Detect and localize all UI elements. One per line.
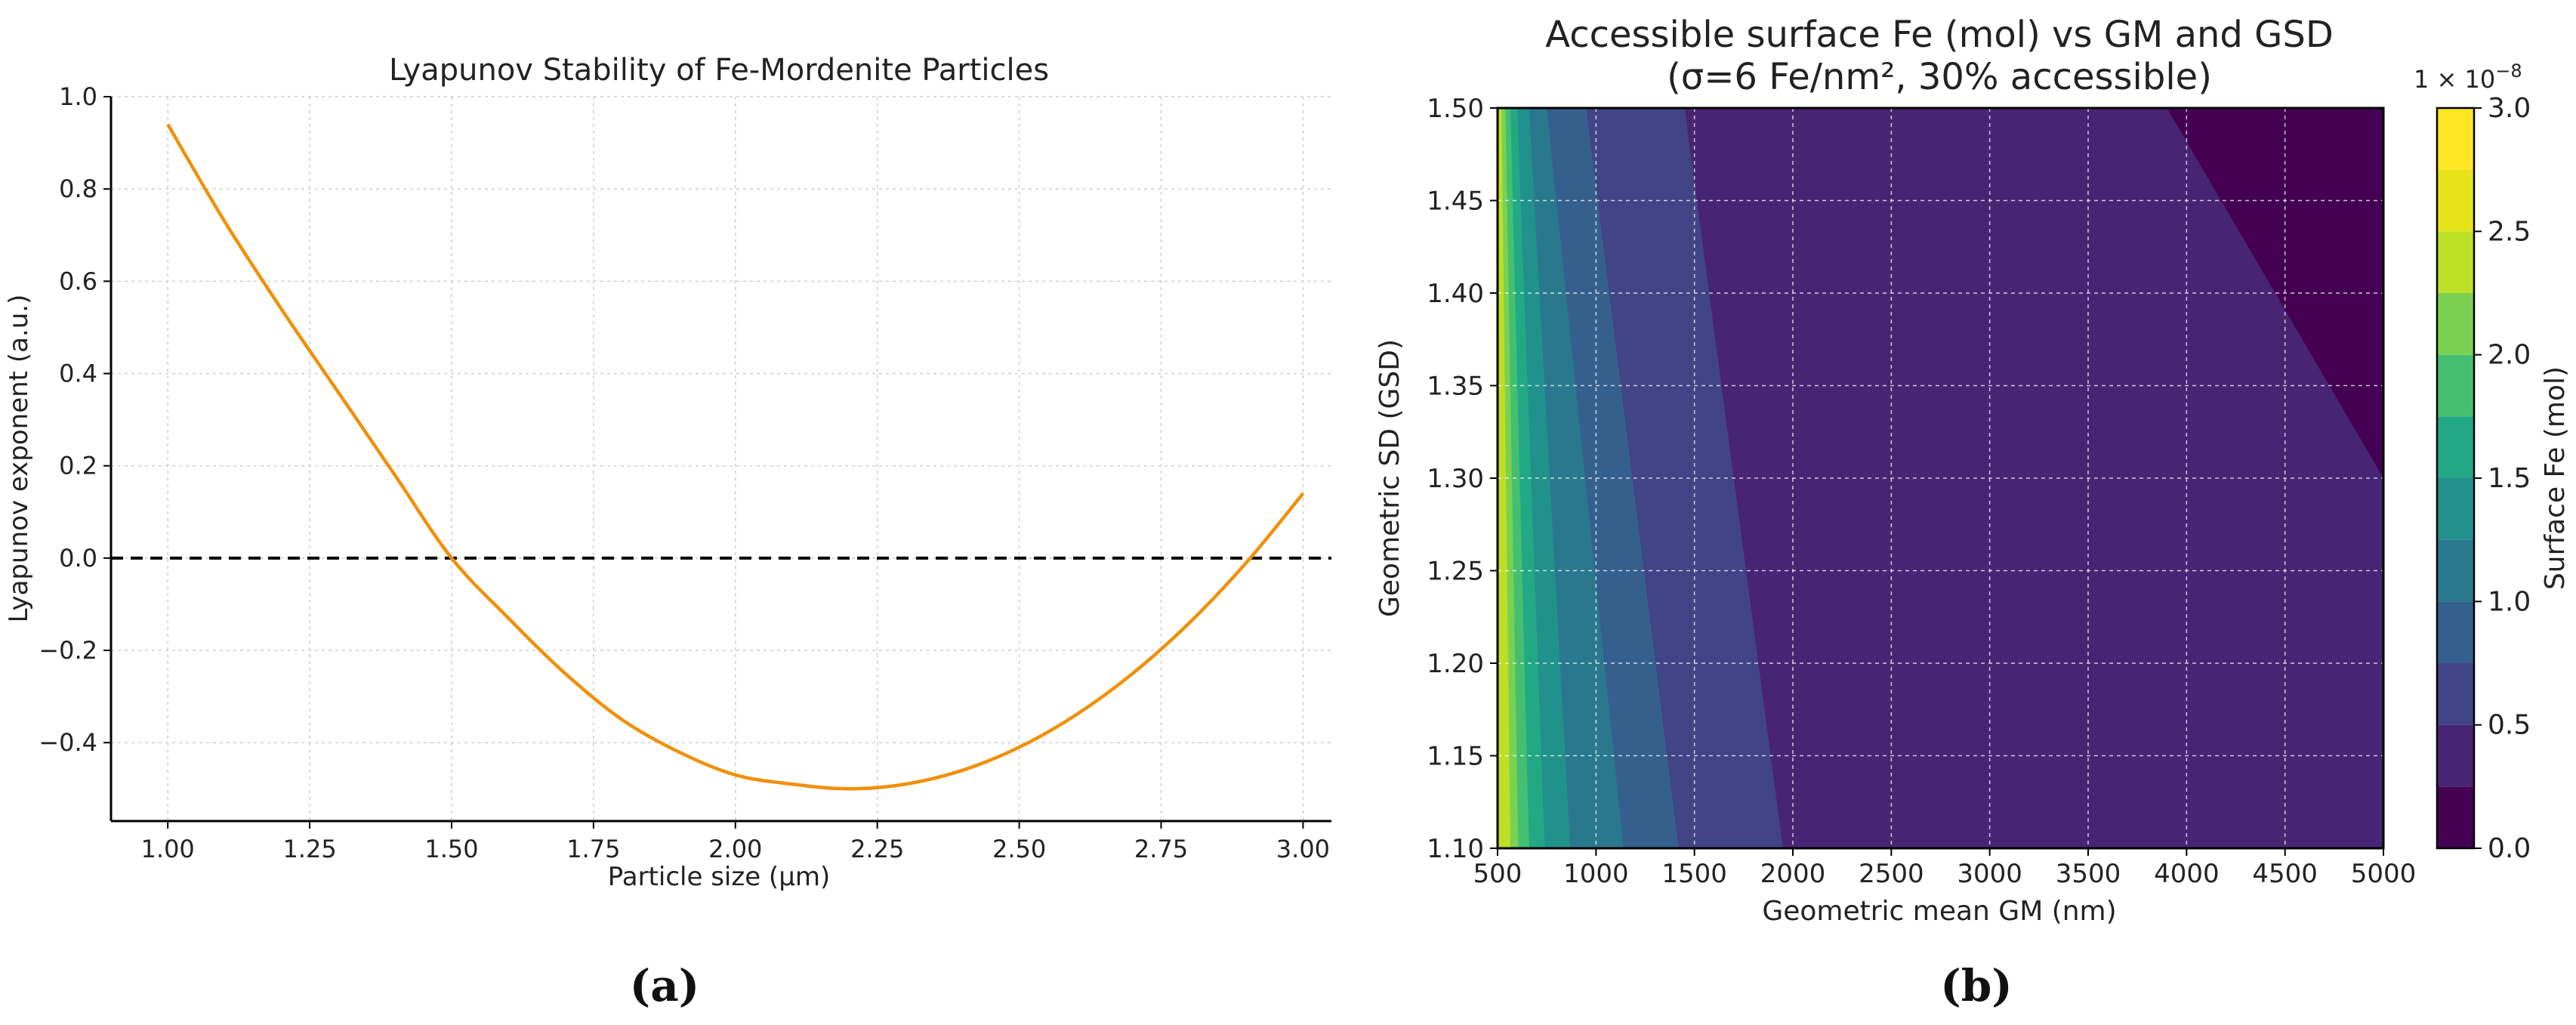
chart-b-y-tick-label: 1.20 — [1427, 649, 1484, 679]
chart-a-x-label: Particle size (µm) — [608, 862, 830, 892]
colorbar-segment — [2437, 724, 2474, 787]
chart-b-y-tick-label: 1.15 — [1427, 742, 1484, 772]
chart-b-x-ticks: 500 1000 1500 2000 2500 3000 3500 4000 4500 5000 — [1473, 848, 2417, 889]
chart-a-title: Lyapunov Stability of Fe-Mordenite Parti… — [389, 53, 1049, 88]
chart-a-x-tick-label: 1.00 — [141, 835, 195, 863]
chart-a-y-ticks: −0.4 −0.2 0.0 0.2 0.4 0.6 0.8 1.0 — [39, 82, 111, 757]
chart-b-x-label: Geometric mean GM (nm) — [1762, 896, 2116, 927]
chart-b-x-tick-label: 3500 — [2056, 859, 2121, 889]
chart-b-x-tick-label: 4500 — [2252, 859, 2318, 889]
chart-a-series-line — [166, 123, 1305, 791]
chart-b-y-tick-label: 1.30 — [1427, 464, 1484, 494]
chart-b-contour-bands — [1498, 108, 2383, 848]
chart-b-y-tick-label: 1.10 — [1427, 834, 1484, 864]
chart-b-y-ticks: 1.10 1.15 1.20 1.25 1.30 1.35 1.40 1.45 1.50 — [1427, 94, 1498, 864]
chart-a-y-tick-label: 0.8 — [59, 174, 97, 203]
colorbar-segment — [2437, 663, 2474, 725]
chart-b-title: Accessible surface Fe (mol) vs GM and GS… — [1545, 14, 2334, 56]
chart-b-x-tick-label: 500 — [1473, 859, 1522, 889]
chart-a-axes — [110, 97, 1331, 823]
chart-b-y-tick-label: 1.35 — [1427, 372, 1484, 402]
chart-a-y-tick-label: 0.4 — [59, 359, 97, 387]
colorbar-segment — [2437, 539, 2474, 602]
colorbar-segment — [2437, 293, 2474, 355]
chart-b-colorbar-label: Surface Fe (mol) — [2540, 366, 2571, 590]
colorbar-segment — [2437, 354, 2474, 417]
chart-a-x-tick-label: 2.25 — [850, 835, 904, 863]
chart-b-y-tick-label: 1.50 — [1427, 94, 1484, 124]
chart-b-x-tick-label: 3000 — [1957, 859, 2022, 889]
panel-label-a: (a) — [630, 960, 699, 1011]
chart-b: Accessible surface Fe (mol) vs GM and GS… — [1374, 14, 2571, 1011]
chart-a-y-tick-label: −0.4 — [39, 728, 97, 757]
chart-a-y-tick-label: 0.2 — [59, 452, 97, 480]
colorbar-tick-label: 1.5 — [2488, 463, 2531, 494]
chart-a-x-tick-label: 1.50 — [424, 835, 478, 863]
colorbar-segment — [2437, 786, 2474, 848]
chart-b-y-tick-label: 1.45 — [1427, 187, 1484, 217]
chart-a-x-tick-label: 2.50 — [992, 835, 1046, 863]
colorbar-segment — [2437, 231, 2474, 293]
colorbar-segment — [2437, 108, 2474, 170]
chart-b-x-tick-label: 4000 — [2154, 859, 2220, 889]
colorbar-tick-label: 0.5 — [2488, 710, 2531, 741]
chart-a-grid — [111, 96, 1331, 821]
colorbar-segment — [2437, 416, 2474, 478]
chart-b-x-tick-label: 2500 — [1859, 859, 1924, 889]
panel-label-b: (b) — [1940, 960, 2012, 1011]
chart-a-y-tick-label: 0.6 — [59, 267, 97, 295]
colorbar-multiplier-base: 1 × 10 — [2414, 65, 2495, 94]
chart-b-x-tick-label: 1000 — [1563, 859, 1629, 889]
chart-b-colorbar-ticks: 0.0 0.5 1.0 1.5 2.0 2.5 3.0 — [2474, 93, 2531, 864]
colorbar-segment — [2437, 169, 2474, 232]
chart-b-y-label: Geometric SD (GSD) — [1374, 339, 1405, 617]
chart-a-x-tick-label: 1.25 — [282, 835, 336, 863]
colorbar-segment — [2437, 601, 2474, 663]
chart-a: Lyapunov Stability of Fe-Mordenite Parti… — [4, 53, 1331, 1011]
chart-b-colorbar — [2437, 108, 2474, 848]
colorbar-tick-label: 2.5 — [2488, 216, 2531, 247]
colorbar-tick-label: 2.0 — [2488, 340, 2531, 371]
chart-a-x-tick-label: 3.00 — [1276, 835, 1330, 863]
chart-a-x-ticks: 1.00 1.25 1.50 1.75 2.00 2.25 2.50 2.75 3.00 — [141, 821, 1330, 863]
chart-a-x-tick-label: 2.75 — [1134, 835, 1188, 863]
chart-b-x-tick-label: 1500 — [1661, 859, 1727, 889]
colorbar-tick-label: 0.0 — [2488, 833, 2531, 864]
chart-b-y-tick-label: 1.25 — [1427, 557, 1484, 587]
chart-a-y-label: Lyapunov exponent (a.u.) — [4, 295, 34, 623]
chart-a-x-tick-label: 1.75 — [566, 835, 620, 863]
chart-b-subtitle: (σ=6 Fe/nm², 30% accessible) — [1667, 56, 2212, 98]
colorbar-multiplier-exponent: −8 — [2495, 60, 2522, 82]
colorbar-multiplier: 1 × 10−8 — [2414, 60, 2522, 94]
chart-b-x-tick-label: 2000 — [1760, 859, 1826, 889]
chart-a-y-tick-label: 0.0 — [59, 544, 97, 573]
chart-a-x-tick-label: 2.00 — [708, 835, 762, 863]
colorbar-segment — [2437, 478, 2474, 540]
colorbar-tick-label: 3.0 — [2488, 93, 2531, 124]
colorbar-tick-label: 1.0 — [2488, 586, 2531, 617]
chart-a-y-tick-label: −0.2 — [39, 636, 97, 665]
chart-a-y-tick-label: 1.0 — [59, 82, 97, 111]
chart-b-x-tick-label: 5000 — [2351, 859, 2417, 889]
chart-b-y-tick-label: 1.40 — [1427, 279, 1484, 309]
